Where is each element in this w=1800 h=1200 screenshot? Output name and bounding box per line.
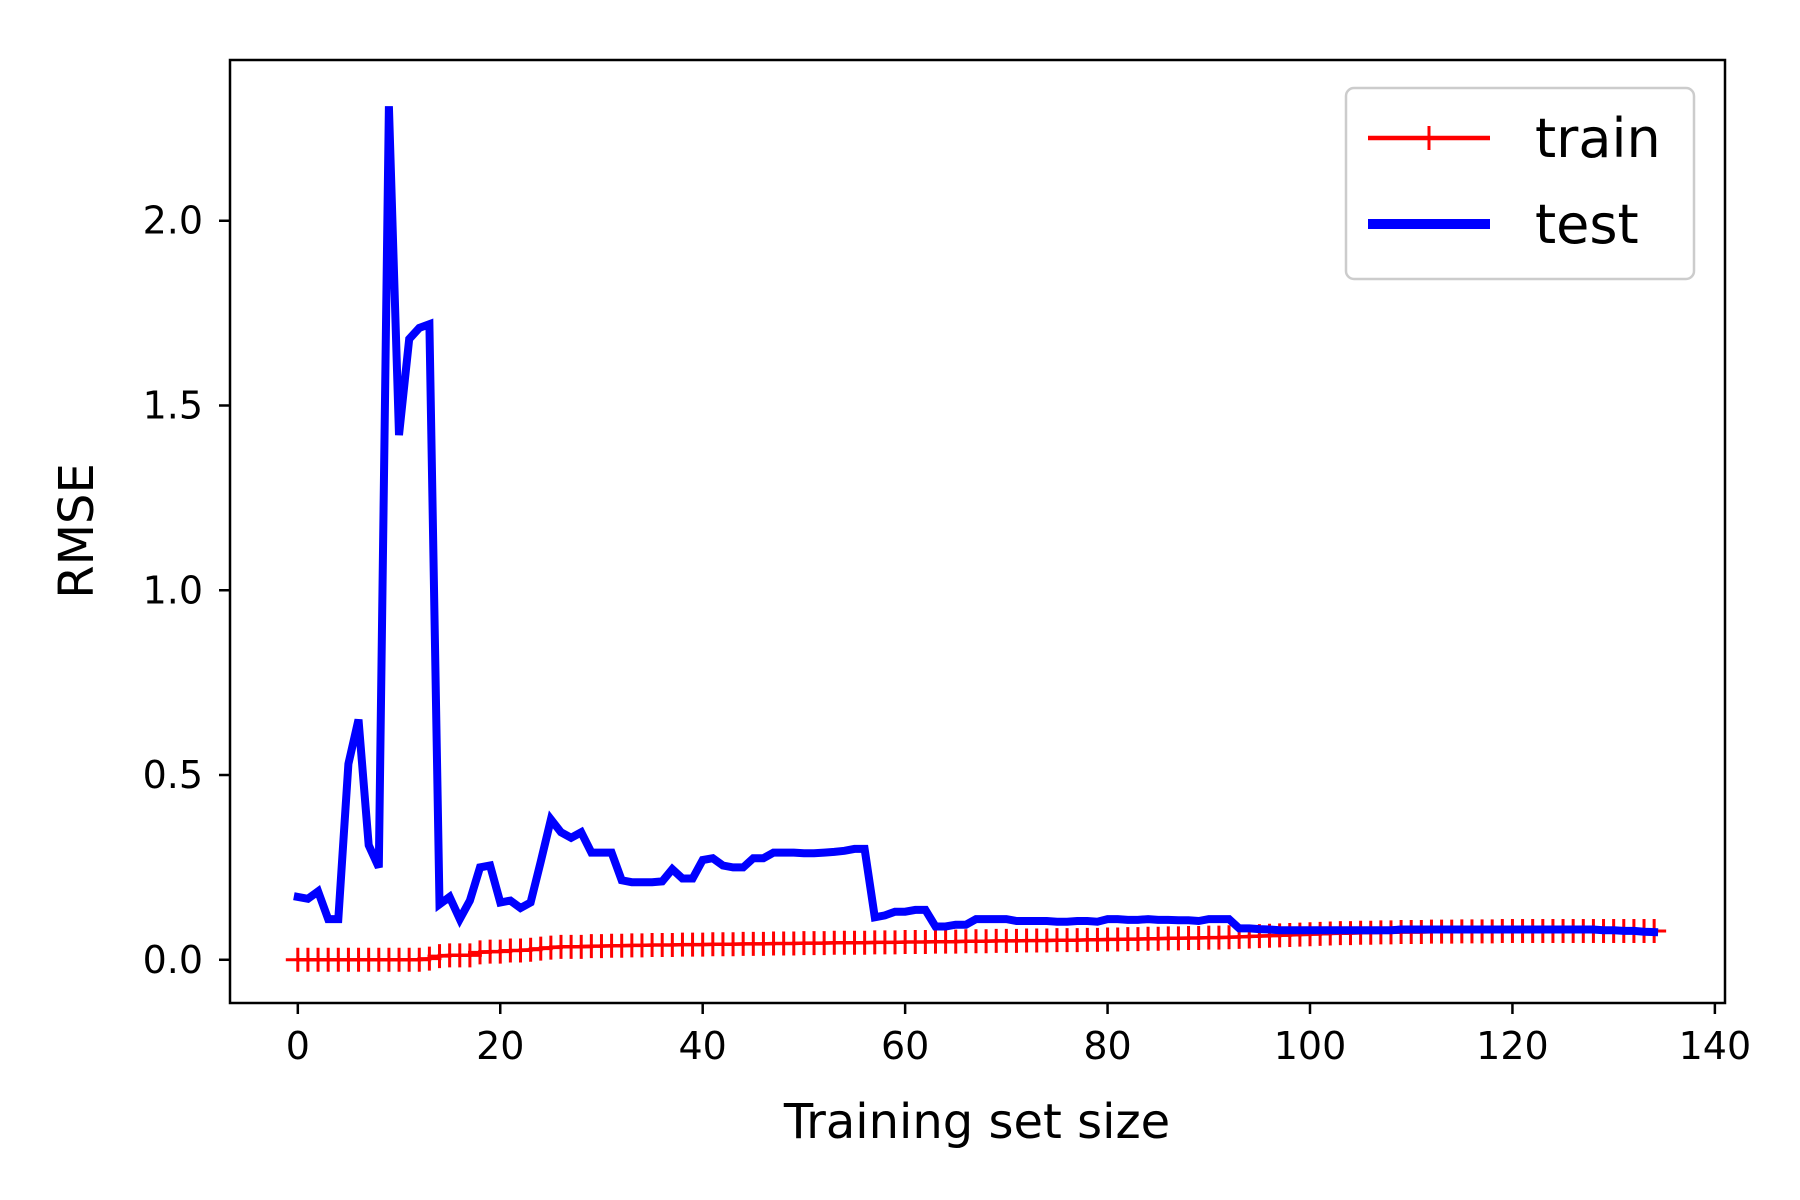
y-tick-label: 2.0 — [143, 199, 203, 243]
y-axis: 0.0 0.5 1.0 1.5 2.0 — [143, 199, 230, 982]
plot-area-frame — [228, 58, 1727, 1005]
y-tick-label: 1.5 — [143, 383, 203, 427]
y-axis-label: RMSE — [49, 463, 105, 599]
legend-test-label: test — [1535, 193, 1639, 256]
legend: train test — [1344, 86, 1696, 281]
x-tick-label: 20 — [476, 1024, 524, 1068]
x-tick-label: 140 — [1679, 1024, 1752, 1068]
x-tick-label: 120 — [1476, 1024, 1549, 1068]
y-tick-label: 0.0 — [143, 938, 203, 982]
x-tick-label: 0 — [286, 1024, 310, 1068]
train-point-marker — [417, 946, 442, 971]
y-tick-label: 0.5 — [143, 753, 203, 797]
y-tick-label: 1.0 — [143, 568, 203, 612]
x-tick-label: 100 — [1274, 1024, 1347, 1068]
x-tick-label: 60 — [881, 1024, 929, 1068]
x-tick-label: 80 — [1083, 1024, 1131, 1068]
x-axis: 0 20 40 60 80 100 120 140 — [286, 1003, 1751, 1068]
series-line-test — [293, 106, 1659, 937]
x-tick-label: 40 — [679, 1024, 727, 1068]
legend-train-label: train — [1535, 107, 1661, 170]
train-point-marker — [457, 943, 482, 968]
x-axis-label: Training set size — [783, 1094, 1170, 1150]
series-layer — [285, 106, 1667, 972]
